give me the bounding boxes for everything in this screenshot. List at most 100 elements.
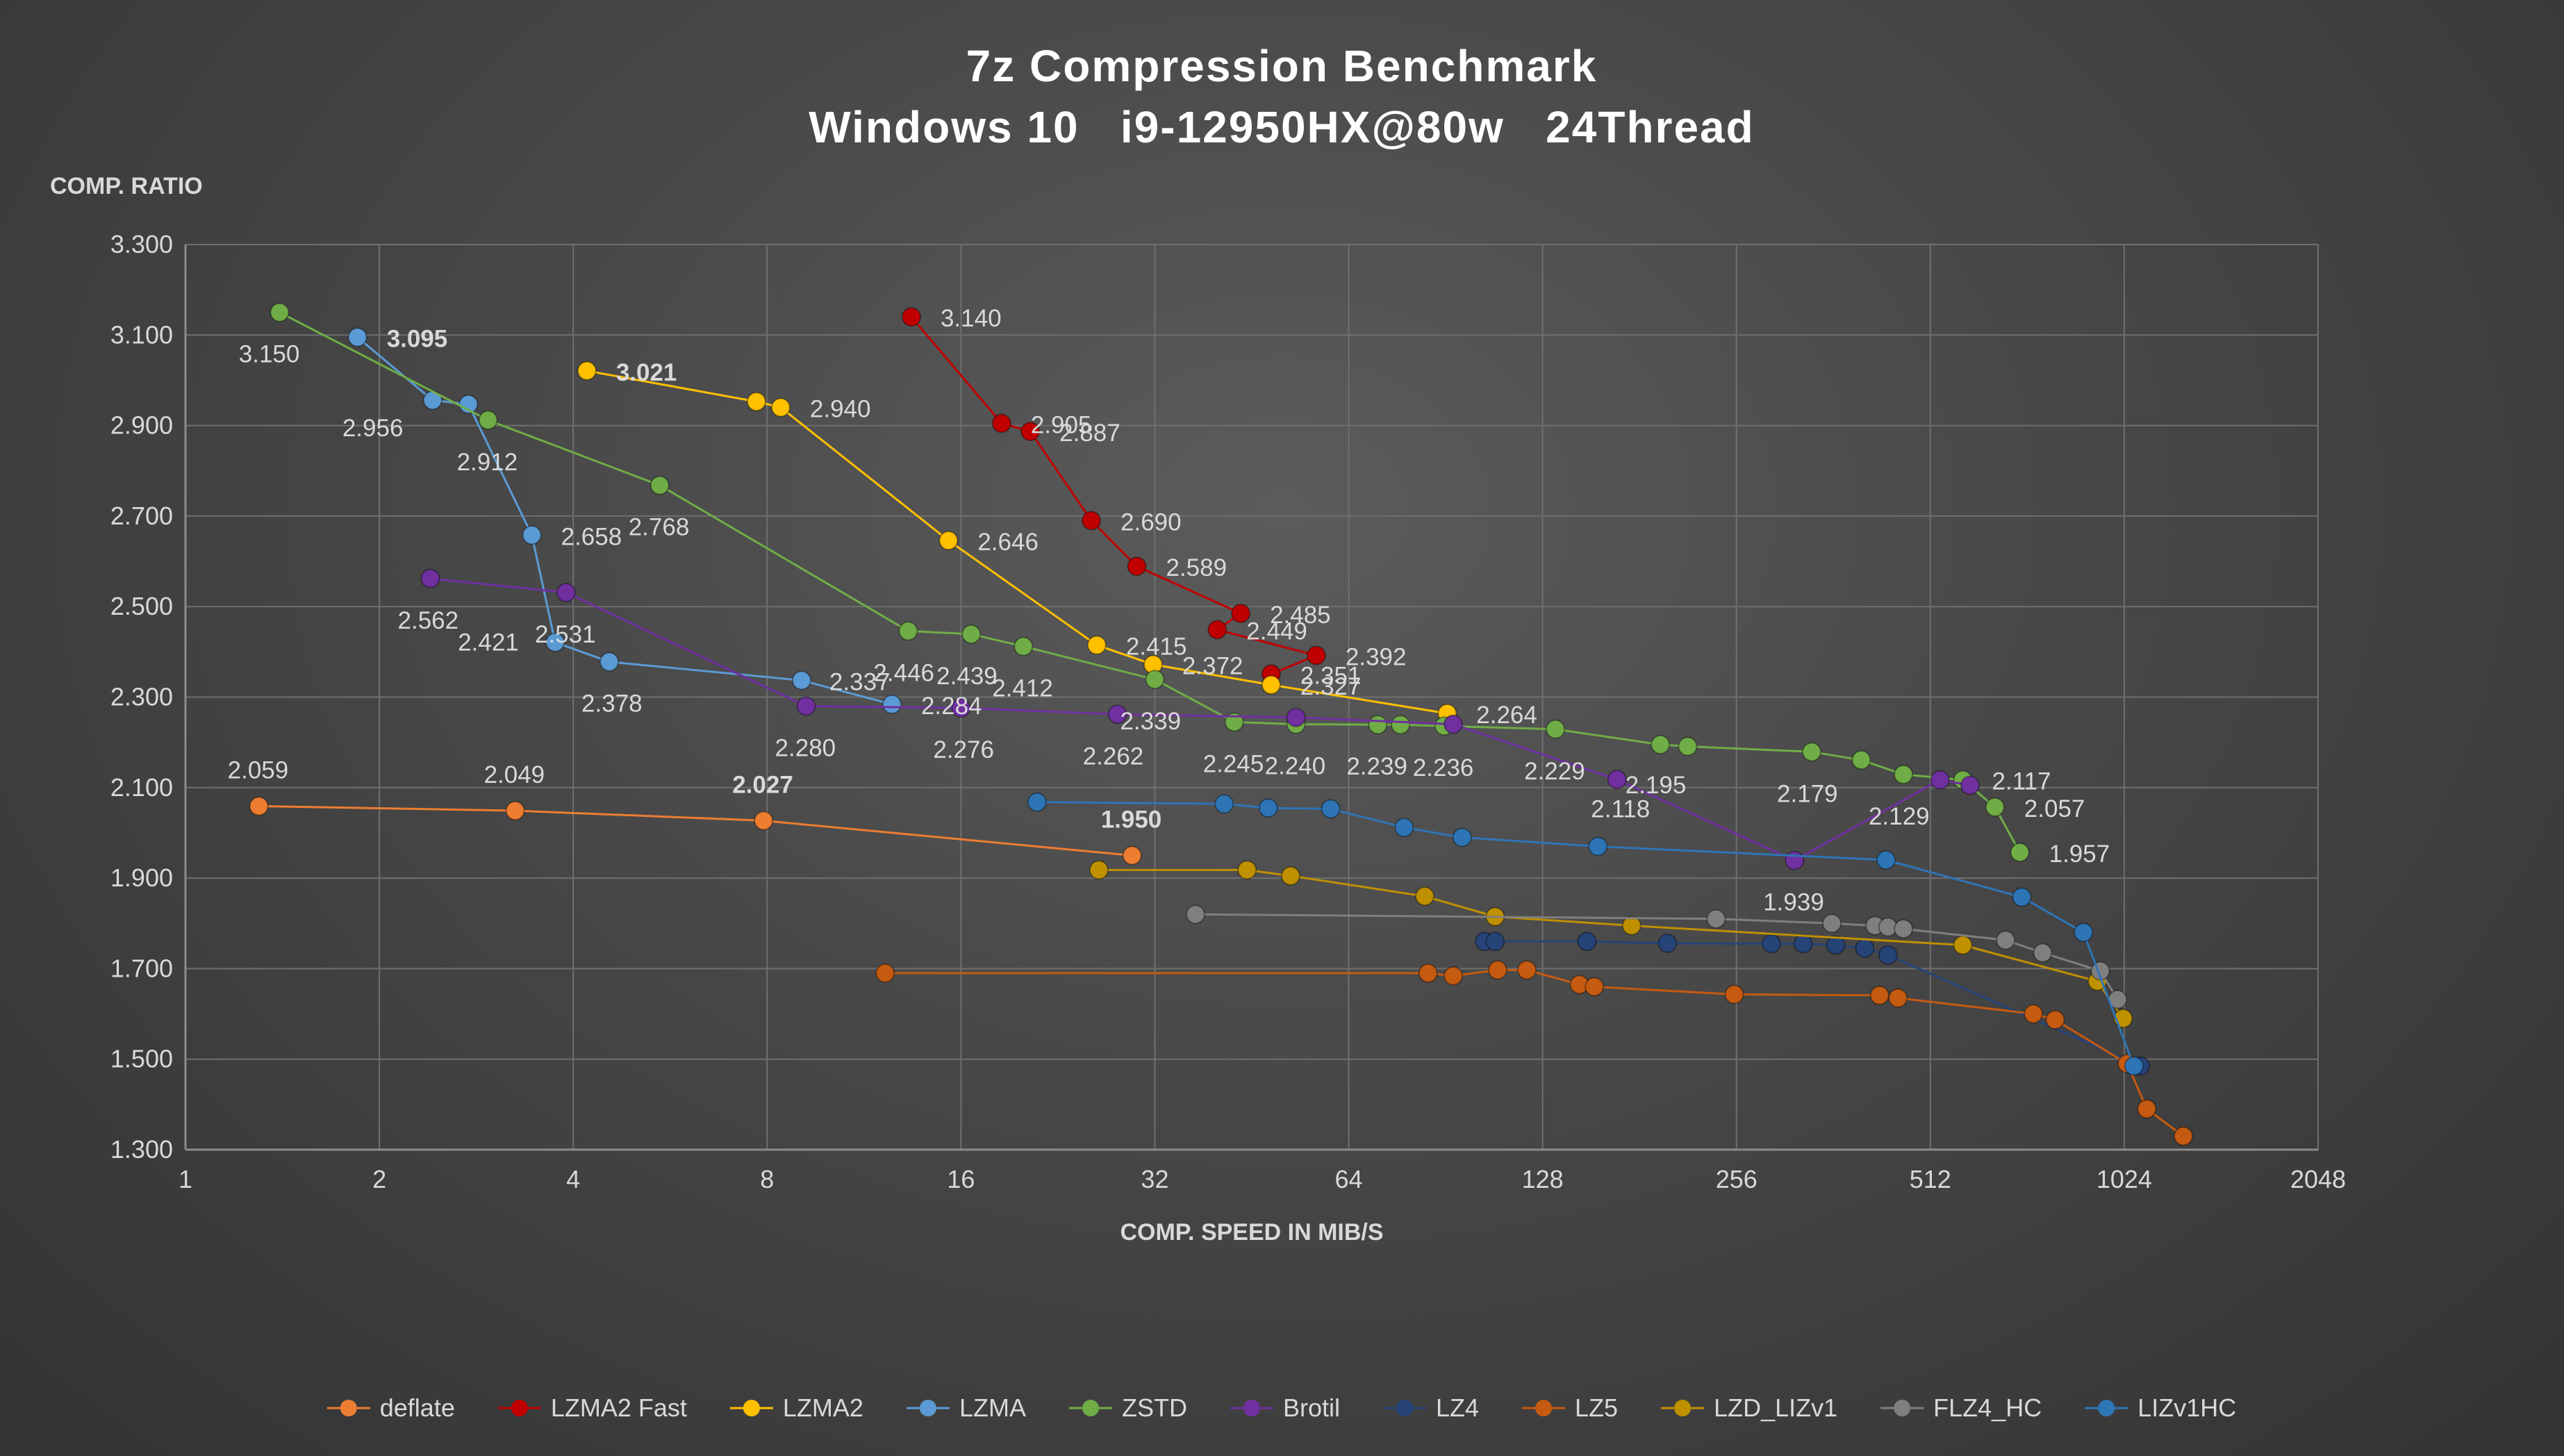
y-tick-label: 1.300 [110,1135,173,1164]
data-point [938,531,959,551]
data-point [951,698,971,718]
data-label: 2.658 [561,523,622,550]
data-label: 1.950 [1101,806,1162,834]
data-label: 2.229 [1524,758,1585,785]
data-point [1930,770,1950,790]
series-deflate [249,796,1142,866]
y-tick-label: 3.100 [110,320,173,349]
data-point [1089,860,1109,880]
data-point [1706,909,1726,929]
data-point [1258,798,1278,818]
legend-marker [340,1400,357,1416]
data-point [577,361,597,381]
data-label: 1.939 [1763,889,1824,916]
x-axis-title: COMP. SPEED IN MIB/S [1120,1219,1383,1246]
data-point [1237,860,1257,880]
data-point [1207,620,1227,640]
data-point [1869,985,1889,1005]
data-point [1485,932,1505,952]
data-point [1607,770,1627,790]
series-line [430,577,1971,862]
legend-label: FLZ4_HC [1933,1393,2042,1422]
data-point [1888,988,1908,1008]
data-label: 2.117 [1992,768,2051,795]
data-point [1418,963,1438,983]
data-label: 2.240 [1265,753,1326,780]
data-point [556,583,576,603]
grid-lines [185,244,2319,1150]
chart-title: 7z Compression Benchmark [966,41,1598,91]
data-point [1588,836,1608,857]
data-label: 2.485 [1270,602,1331,629]
data-label: 1.957 [2049,841,2110,868]
data-point [1214,794,1234,814]
data-label: 2.276 [933,736,994,763]
data-point [1577,932,1597,952]
x-tick-labels: 1 2 4 8 16 32 64 128 256 512 1024 2048 [179,1165,2346,1193]
data-label: 2.179 [1777,780,1838,807]
data-label: 2.049 [484,761,545,788]
data-point [1785,850,1805,870]
x-tick-label: 256 [1716,1165,1757,1193]
data-point [1953,935,1973,955]
data-label: 2.905 [1031,411,1092,438]
data-point [1321,799,1341,819]
data-point [1127,556,1147,577]
data-label: 2.415 [1126,634,1187,661]
data-label: 2.646 [977,529,1039,556]
data-point [1020,422,1041,442]
legend-label: Brotil [1283,1393,1340,1422]
data-label: 2.690 [1120,508,1182,536]
data-label: 2.392 [1346,644,1407,671]
series-brotil [420,568,1980,870]
data-label: 3.150 [239,341,300,368]
data-point [2012,887,2032,907]
data-point [1546,719,1566,739]
x-tick-label: 2048 [2290,1165,2346,1193]
legend-marker [919,1400,936,1416]
data-label: 2.768 [629,514,690,541]
data-label: 2.129 [1869,803,1930,830]
data-point [1231,603,1251,623]
x-tick-label: 16 [947,1165,975,1193]
data-point [1086,635,1107,655]
data-point [1391,715,1411,735]
series-line [1484,940,2141,1067]
data-point [796,696,816,716]
legend-label: LIZv1HC [2137,1393,2236,1422]
data-label: 2.372 [1182,653,1243,680]
data-point [1122,845,1142,866]
legend-label: LZMA [959,1393,1026,1422]
data-point [1621,916,1641,936]
data-label: 3.095 [387,326,448,353]
data-label: 2.956 [342,415,404,442]
data-point [961,624,982,644]
data-point [1855,938,1875,959]
x-tick-label: 8 [760,1165,774,1193]
x-tick-label: 512 [1910,1165,1951,1193]
data-point [2124,1056,2144,1076]
data-label: 2.439 [936,663,998,690]
data-point [1894,764,1914,784]
data-label: 2.378 [581,690,643,718]
data-point [901,307,921,327]
y-tick-label: 2.300 [110,683,173,711]
legend-marker [1082,1400,1099,1416]
data-label: 2.421 [458,629,519,656]
data-point [2010,842,2030,862]
data-point [1306,645,1326,665]
data-label: 2.195 [1626,772,1687,799]
series-zstd [270,302,2030,862]
y-axis-title: COMP. RATIO [50,173,203,199]
data-label: 2.245 [1203,750,1264,777]
data-point [1444,966,1464,986]
data-point [270,302,290,322]
legend-label: LZD_LIZv1 [1714,1393,1837,1422]
legend-marker [743,1400,760,1416]
y-tick-label: 2.900 [110,411,173,440]
legend-label: ZSTD [1122,1393,1187,1422]
data-point [882,694,902,714]
data-point [1894,919,1914,939]
data-point [1996,930,2016,950]
data-label: 2.284 [921,693,982,720]
